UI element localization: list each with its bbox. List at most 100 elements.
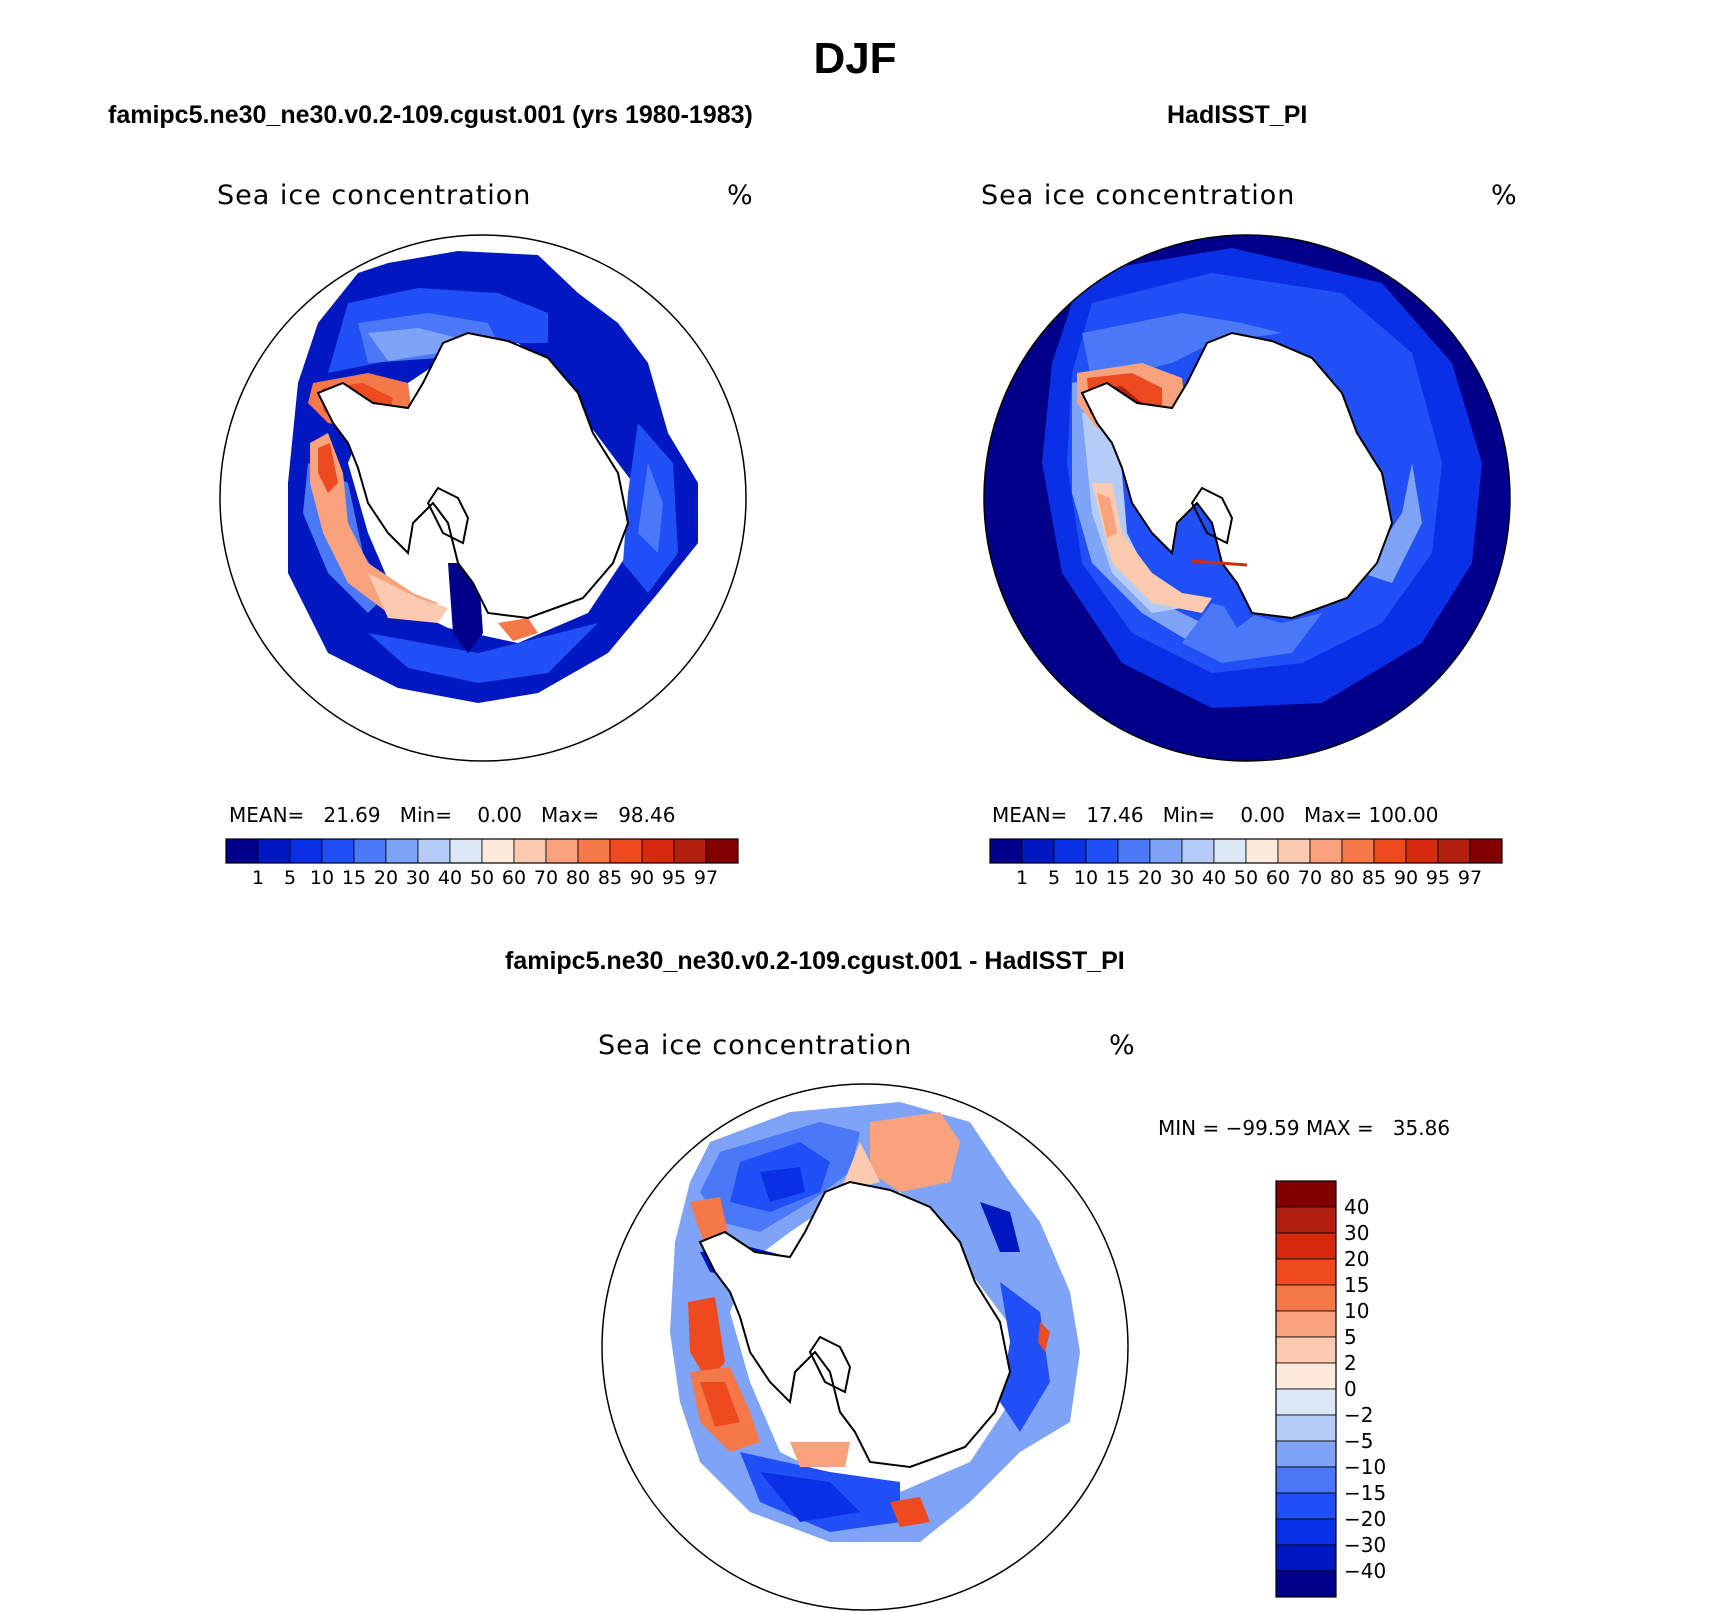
colorbar-cell: [1213, 838, 1247, 864]
panel1-max-label: Max=: [541, 803, 600, 827]
colorbar-tick-label: 70: [534, 867, 558, 888]
main-title: DJF: [813, 34, 897, 83]
panel2-colorbar-labels: 1 5 10 15 20 30 40 50 60 70 80 85 90 95 97: [1016, 867, 1482, 888]
colorbar-cell: [705, 838, 739, 864]
colorbar-tick-label: 60: [1266, 867, 1290, 888]
colorbar-tick-label: 2: [1344, 1351, 1357, 1375]
colorbar-tick-label: −10: [1344, 1455, 1386, 1479]
colorbar-tick-label: 80: [1330, 867, 1354, 888]
colorbar-cell: [673, 838, 707, 864]
colorbar-tick-label: 10: [1344, 1299, 1369, 1323]
colorbar-tick-label: 1: [1016, 867, 1028, 888]
colorbar-cell: [1275, 1258, 1337, 1286]
colorbar-cell: [1275, 1440, 1337, 1468]
colorbar-cell: [1275, 1206, 1337, 1234]
panel1-min-value: 0.00: [477, 803, 522, 827]
colorbar-cell: [321, 838, 355, 864]
colorbar-tick-label: −40: [1344, 1559, 1386, 1583]
panel1-min-label: Min=: [399, 803, 452, 827]
colorbar-cell: [1275, 1310, 1337, 1338]
colorbar-cell: [1275, 1362, 1337, 1390]
colorbar-tick-label: −5: [1344, 1429, 1373, 1453]
colorbar-cell: [1275, 1414, 1337, 1442]
colorbar-tick-label: 85: [598, 867, 622, 888]
panel1-units-label: %: [727, 180, 754, 211]
colorbar-tick-label: 30: [406, 867, 430, 888]
colorbar-tick-label: 20: [1344, 1247, 1369, 1271]
colorbar-cell: [1405, 838, 1439, 864]
colorbar-cell: [1275, 1492, 1337, 1520]
panel2-title: HadISST_PI: [1167, 101, 1308, 129]
colorbar-tick-label: −20: [1344, 1507, 1386, 1531]
panel1-title: famipc5.ne30_ne30.v0.2-109.cgust.001 (yr…: [108, 101, 753, 129]
colorbar-cell: [1277, 838, 1311, 864]
panel2-colorbar-cells: [989, 838, 1503, 864]
colorbar-cell: [1309, 838, 1343, 864]
colorbar-tick-label: 15: [1106, 867, 1130, 888]
colorbar-cell: [1021, 838, 1055, 864]
colorbar-cell: [417, 838, 451, 864]
colorbar-cell: [1275, 1284, 1337, 1312]
colorbar-cell: [1275, 1466, 1337, 1494]
panel1-colorbar: 1 5 10 15 20 30 40 50 60 70 80 85 90 95 97: [225, 838, 739, 888]
panel2-colorbar: 1 5 10 15 20 30 40 50 60 70 80 85 90 95 97: [989, 838, 1503, 888]
colorbar-cell: [641, 838, 675, 864]
colorbar-cell: [225, 838, 259, 864]
colorbar-cell: [1181, 838, 1215, 864]
colorbar-tick-label: −15: [1344, 1481, 1386, 1505]
panel2-units-label: %: [1491, 180, 1518, 211]
diff-panel-title: famipc5.ne30_ne30.v0.2-109.cgust.001 - H…: [505, 947, 1125, 975]
colorbar-cell: [1469, 838, 1503, 864]
colorbar-cell: [1275, 1544, 1337, 1572]
diff-minmax: MIN = −99.59 MAX = 35.86: [1158, 1116, 1451, 1140]
panel2-min-label: Min=: [1162, 803, 1215, 827]
colorbar-cell: [989, 838, 1023, 864]
colorbar-tick-label: 40: [438, 867, 462, 888]
colorbar-cell: [449, 838, 483, 864]
colorbar-tick-label: 15: [342, 867, 366, 888]
colorbar-tick-label: 5: [1344, 1325, 1357, 1349]
colorbar-cell: [1275, 1388, 1337, 1416]
colorbar-tick-label: 10: [310, 867, 334, 888]
colorbar-tick-label: 20: [1138, 867, 1162, 888]
colorbar-cell: [1117, 838, 1151, 864]
colorbar-tick-label: 97: [694, 867, 718, 888]
colorbar-cell: [353, 838, 387, 864]
colorbar-cell: [1053, 838, 1087, 864]
colorbar-tick-label: 95: [662, 867, 686, 888]
diff-units-label: %: [1109, 1030, 1136, 1061]
colorbar-tick-label: 50: [470, 867, 494, 888]
colorbar-cell: [257, 838, 291, 864]
colorbar-tick-label: −30: [1344, 1533, 1386, 1557]
diff-variable-label: Sea ice concentration: [598, 1030, 913, 1061]
panel1-mean-label: MEAN=: [229, 803, 305, 827]
colorbar-tick-label: 50: [1234, 867, 1258, 888]
colorbar-tick-label: 80: [566, 867, 590, 888]
colorbar-tick-label: −2: [1344, 1403, 1373, 1427]
colorbar-cell: [481, 838, 515, 864]
colorbar-tick-label: 40: [1202, 867, 1226, 888]
colorbar-cell: [1275, 1518, 1337, 1546]
colorbar-cell: [1275, 1570, 1337, 1598]
colorbar-cell: [545, 838, 579, 864]
panel2-mean-value: 17.46: [1086, 803, 1144, 827]
panel2-stats: MEAN= 17.46 Min= 0.00 Max= 100.00: [992, 803, 1438, 827]
colorbar-tick-label: 0: [1344, 1377, 1357, 1401]
colorbar-cell: [1373, 838, 1407, 864]
panel2-max-value: 100.00: [1368, 803, 1439, 827]
colorbar-tick-label: 97: [1458, 867, 1482, 888]
panel1-colorbar-labels: 1 5 10 15 20 30 40 50 60 70 80 85 90 95 97: [252, 867, 718, 888]
colorbar-tick-label: 30: [1170, 867, 1194, 888]
panel1-mean-value: 21.69: [323, 803, 381, 827]
colorbar-tick-label: 15: [1344, 1273, 1369, 1297]
diff-colorbar-cells: [1275, 1180, 1337, 1598]
colorbar-tick-label: 1: [252, 867, 264, 888]
panel2-variable-label: Sea ice concentration: [981, 180, 1296, 211]
colorbar-cell: [1085, 838, 1119, 864]
colorbar-cell: [1437, 838, 1471, 864]
diff-map: [601, 1083, 1129, 1611]
colorbar-cell: [609, 838, 643, 864]
colorbar-tick-label: 85: [1362, 867, 1386, 888]
